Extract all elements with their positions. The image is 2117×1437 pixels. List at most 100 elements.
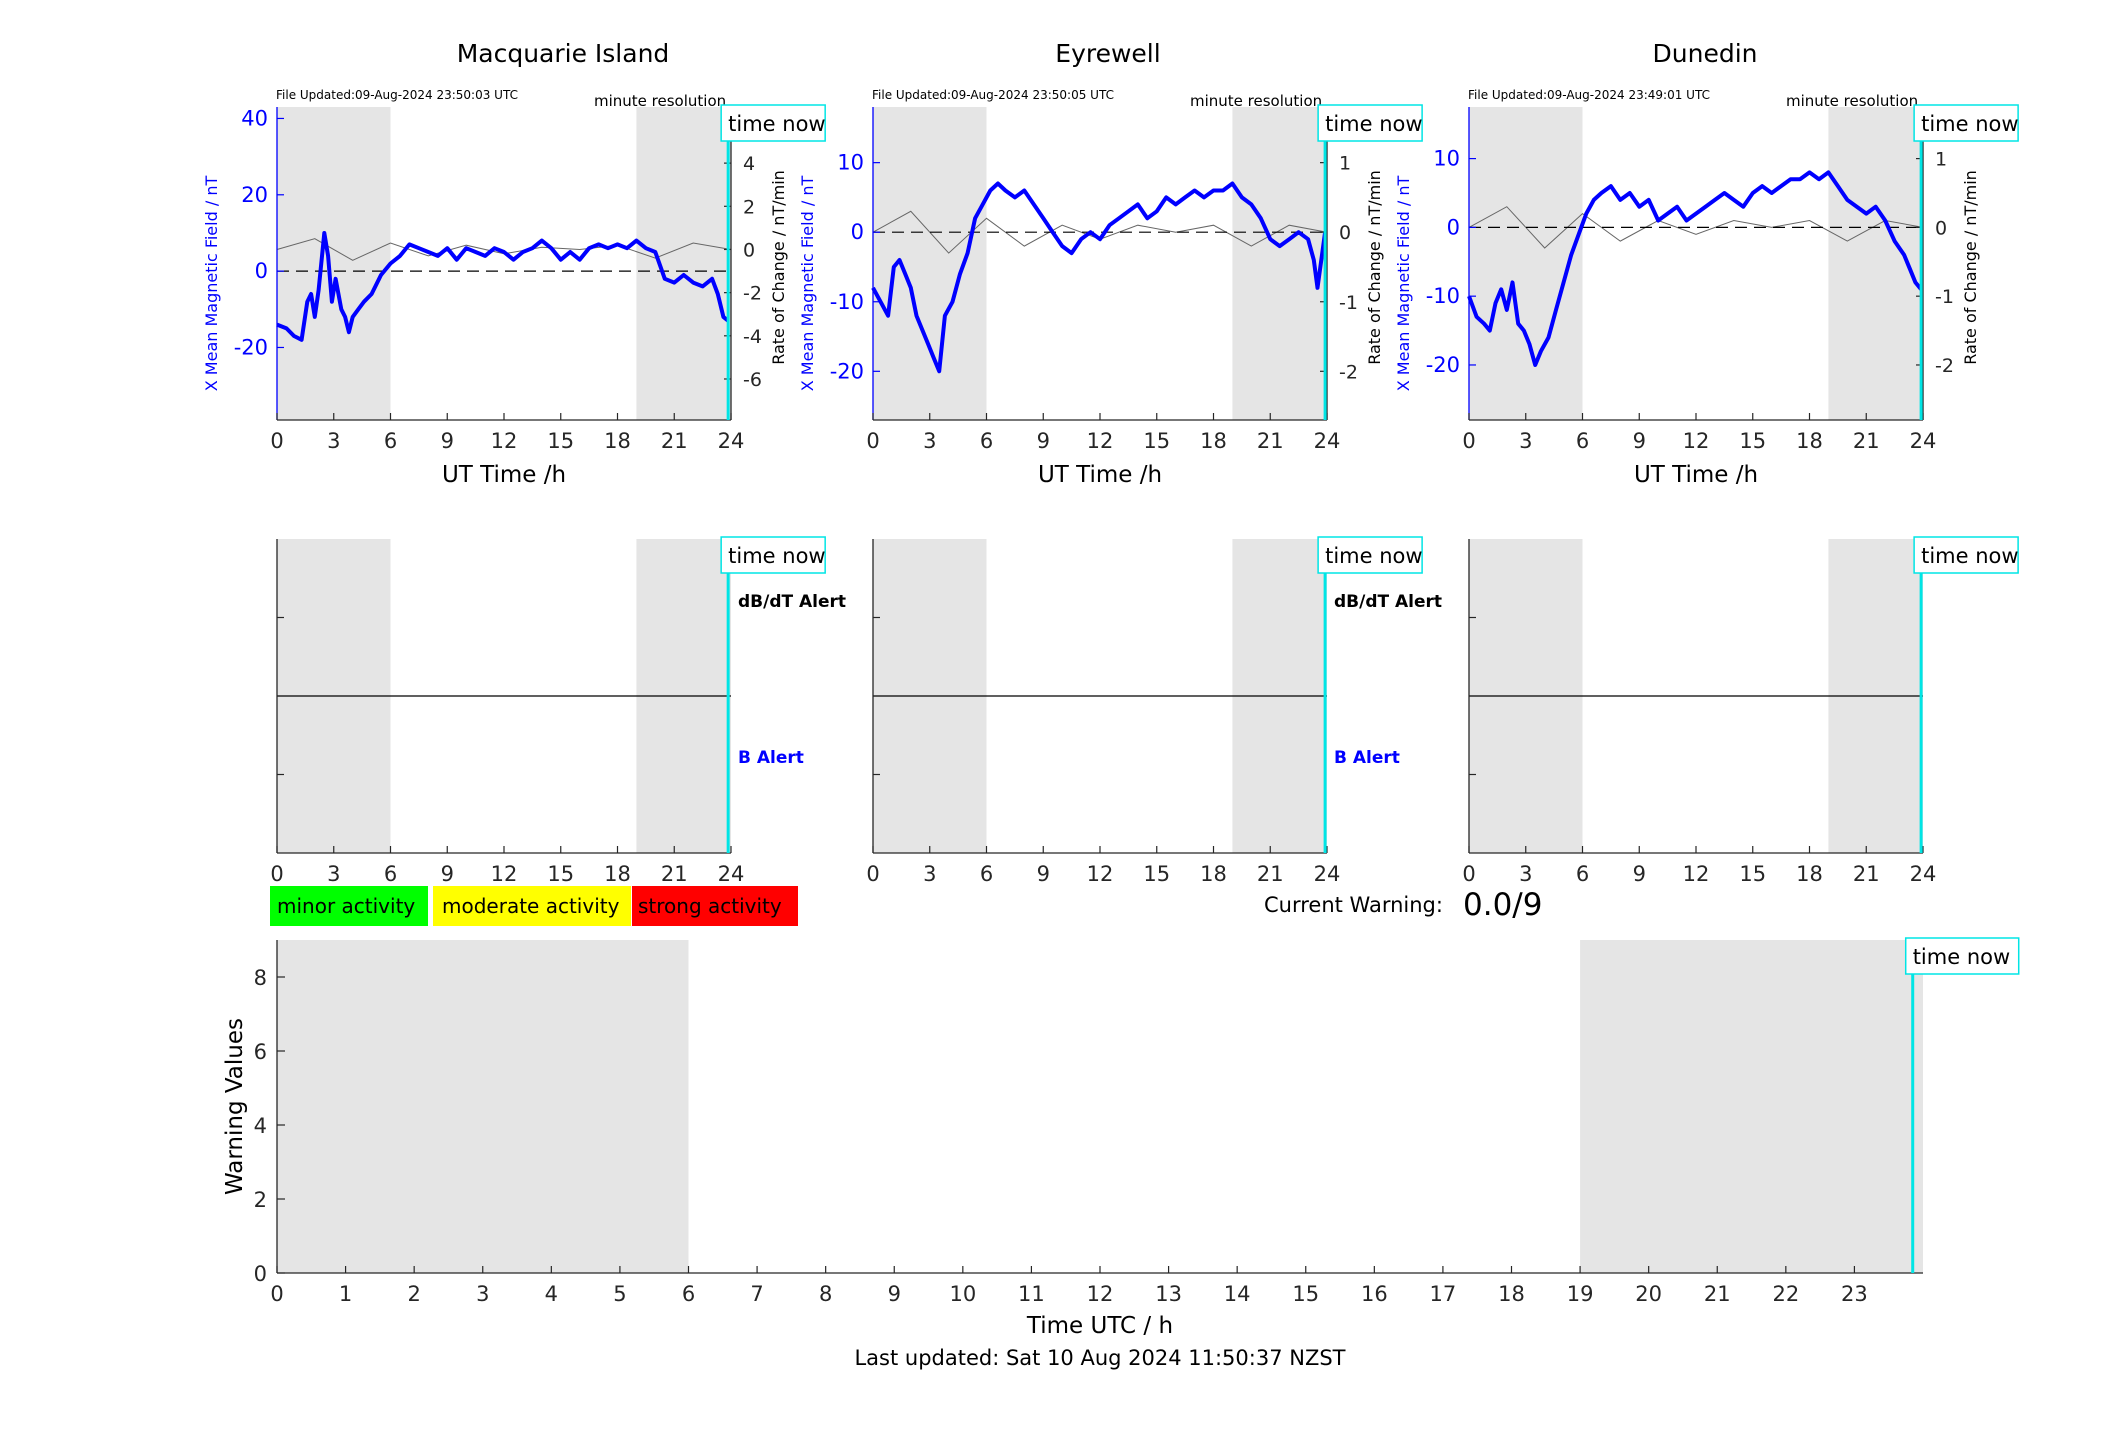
legend-label-strong: strong activity: [638, 894, 782, 918]
mean-field-line: [871, 181, 1328, 374]
x-tick-label: 9: [1633, 429, 1646, 453]
y2-tick-label: -1: [1339, 292, 1358, 314]
time-now-box: [720, 104, 826, 142]
legend-swatch-minor: [270, 886, 428, 926]
x-tick-label: 21: [661, 429, 688, 453]
x-tick-label: 18: [1200, 862, 1227, 886]
x-tick-label: 15: [1739, 429, 1766, 453]
x-tick-label: 21: [1853, 862, 1880, 886]
time-now-box: [1317, 104, 1423, 142]
y2-tick-label: 0: [1935, 217, 1947, 239]
x-tick-label: 24: [1314, 862, 1341, 886]
current-warning-value: 0.0/9: [1463, 887, 1542, 923]
y-tick-label: 4: [254, 1114, 267, 1138]
x-tick-label: 15: [1292, 1282, 1319, 1306]
dbdt-alert-label: dB/dT Alert: [1334, 592, 1442, 612]
x-tick-label: 9: [441, 862, 454, 886]
x-tick-label: 9: [441, 429, 454, 453]
y2-tick-label: -4: [743, 326, 762, 348]
x-tick-label: 0: [270, 862, 283, 886]
x-tick-label: 18: [1796, 862, 1823, 886]
y-tick-label: 20: [241, 183, 268, 207]
x-tick-label: 12: [1087, 429, 1114, 453]
x-tick-label: 15: [1143, 429, 1170, 453]
x-tick-label: 2: [407, 1282, 420, 1306]
x-tick-label: 13: [1155, 1282, 1182, 1306]
x-tick-label: 15: [547, 429, 574, 453]
mean-field-line: [276, 231, 730, 342]
night-shade: [1469, 107, 1583, 420]
y-tick-label: 2: [254, 1188, 267, 1212]
time-now-box: [1904, 937, 2020, 975]
last-updated-footer: Last updated: Sat 10 Aug 2024 11:50:37 N…: [854, 1346, 1345, 1370]
x-tick-label: 0: [866, 862, 879, 886]
x-tick-label: 4: [545, 1282, 558, 1306]
x-tick-label: 6: [384, 862, 397, 886]
y2-tick-label: -6: [743, 369, 762, 391]
x-tick-label: 0: [1462, 429, 1475, 453]
x-tick-label: 24: [718, 429, 745, 453]
x-tick-label: 5: [613, 1282, 626, 1306]
x-tick-label: 19: [1567, 1282, 1594, 1306]
time-now-box: [720, 536, 826, 574]
night-shade: [1232, 107, 1327, 420]
y2-tick-label: 1: [1339, 153, 1351, 175]
y-tick-label: 6: [254, 1040, 267, 1064]
x-tick-label: 24: [1314, 429, 1341, 453]
mean-field-line: [1467, 170, 1923, 367]
y2-tick-label: 1: [1935, 149, 1947, 171]
x-axis-title: UT Time /h: [1634, 462, 1758, 488]
x-tick-label: 3: [1519, 429, 1532, 453]
y-axis-title: X Mean Magnetic Field / nT: [798, 176, 817, 392]
x-tick-label: 12: [1683, 429, 1710, 453]
x-tick-label: 18: [1200, 429, 1227, 453]
y-tick-label: 0: [254, 1262, 267, 1286]
x-tick-label: 8: [819, 1282, 832, 1306]
y-axis-title: Warning Values: [222, 1018, 248, 1195]
x-tick-label: 3: [476, 1282, 489, 1306]
file-updated-label: File Updated:09-Aug-2024 23:50:05 UTC: [872, 88, 1114, 102]
y-tick-label: -10: [1426, 284, 1460, 308]
x-tick-label: 0: [270, 1282, 283, 1306]
x-tick-label: 17: [1430, 1282, 1457, 1306]
station-title: Dunedin: [1653, 39, 1758, 68]
y2-axis-title: Rate of Change / nT/min: [769, 170, 788, 365]
x-tick-label: 9: [1633, 862, 1646, 886]
legend-label-minor: minor activity: [277, 894, 415, 918]
x-tick-label: 18: [604, 429, 631, 453]
x-tick-label: 11: [1018, 1282, 1045, 1306]
y-tick-label: -20: [830, 359, 864, 383]
legend-swatch-moderate: [433, 886, 631, 926]
x-tick-label: 15: [1739, 862, 1766, 886]
time-now-label: time now: [1325, 544, 1422, 568]
b-alert-label: B Alert: [1334, 748, 1400, 768]
y-axis-title: X Mean Magnetic Field / nT: [202, 176, 221, 392]
x-tick-label: 24: [1910, 862, 1937, 886]
night-shade: [277, 107, 391, 420]
x-tick-label: 6: [980, 862, 993, 886]
time-now-box: [1913, 104, 2019, 142]
y-tick-label: 40: [241, 106, 268, 130]
y2-tick-label: 0: [1339, 222, 1351, 244]
x-tick-label: 10: [949, 1282, 976, 1306]
x-tick-label: 18: [1498, 1282, 1525, 1306]
x-tick-label: 6: [1576, 862, 1589, 886]
y2-axis-title: Rate of Change / nT/min: [1961, 170, 1980, 365]
x-tick-label: 14: [1224, 1282, 1251, 1306]
night-shade: [1580, 940, 1923, 1273]
x-tick-label: 21: [1704, 1282, 1731, 1306]
x-tick-label: 21: [1257, 429, 1284, 453]
x-tick-label: 24: [718, 862, 745, 886]
y-tick-label: -10: [830, 290, 864, 314]
y-axis-title: X Mean Magnetic Field / nT: [1394, 176, 1413, 392]
y-tick-label: 0: [255, 259, 268, 283]
x-tick-label: 21: [1257, 862, 1284, 886]
x-axis-title: UT Time /h: [442, 462, 566, 488]
x-tick-label: 12: [1683, 862, 1710, 886]
x-tick-label: 20: [1635, 1282, 1662, 1306]
y2-tick-label: 0: [743, 239, 755, 261]
y2-tick-label: 4: [743, 153, 755, 175]
y-tick-label: 10: [837, 151, 864, 175]
y2-tick-label: -2: [1339, 361, 1358, 383]
